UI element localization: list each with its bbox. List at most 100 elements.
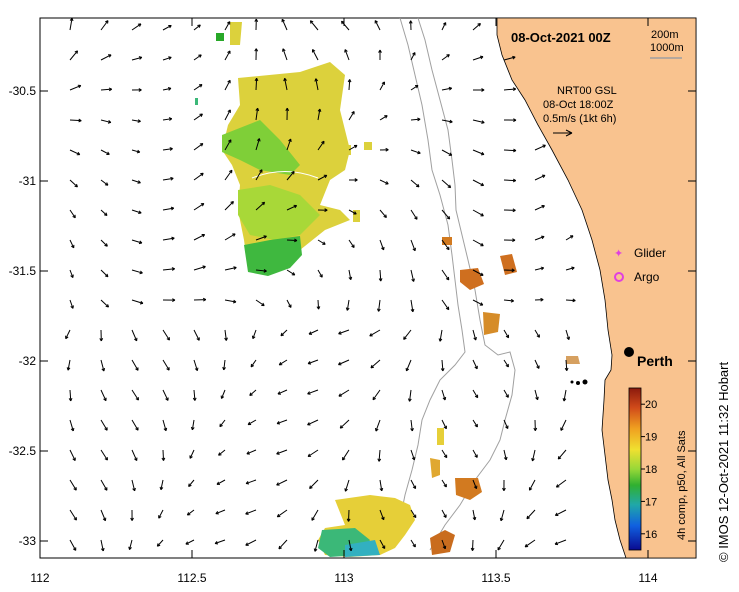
current-vector [370, 359, 381, 369]
current-vector [472, 359, 478, 370]
current-vector [441, 389, 447, 401]
current-vector [348, 539, 353, 552]
current-vector [69, 118, 82, 123]
current-vector [100, 20, 109, 31]
current-vector [378, 269, 383, 282]
current-vector [503, 359, 509, 368]
current-vector [128, 539, 133, 550]
current-vector [69, 149, 81, 156]
current-vector [162, 24, 172, 31]
current-vector [250, 359, 257, 368]
current-vector [472, 239, 484, 247]
current-vector [313, 539, 319, 552]
current-vector [317, 140, 325, 151]
current-vector [66, 359, 71, 371]
current-vector [100, 54, 112, 61]
current-vector [348, 111, 355, 121]
current-vector [410, 269, 415, 282]
current-vector [441, 22, 447, 31]
current-vector [534, 359, 540, 369]
depth-legend-200m: 200m [651, 29, 679, 41]
current-vector [308, 329, 319, 335]
current-vector [286, 204, 298, 211]
current-vector [338, 359, 350, 366]
current-vector [503, 208, 516, 213]
current-vector [189, 449, 195, 459]
current-vector [286, 138, 292, 151]
current-vector [503, 178, 517, 183]
current-vector [185, 539, 195, 545]
current-vector [557, 449, 567, 460]
y-tick-label: -30.5 [9, 84, 37, 98]
credit-label: © IMOS 12-Oct-2021 11:32 Hobart [716, 362, 731, 562]
current-vector [131, 389, 139, 401]
current-vector [100, 209, 108, 216]
current-vector [410, 179, 420, 188]
current-vector [69, 84, 82, 91]
current-vector [131, 299, 144, 305]
current-vector [497, 539, 505, 551]
current-vector [224, 169, 233, 181]
current-vector [69, 239, 75, 249]
current-vector [554, 539, 567, 546]
current-vector [344, 49, 350, 61]
current-vector [410, 509, 417, 519]
current-vector [441, 509, 447, 518]
current-vector [100, 87, 113, 92]
current-vector [472, 329, 477, 341]
current-vector [224, 299, 237, 304]
argo-symbol [614, 272, 624, 282]
current-info-line-1: NRT00 GSL [557, 85, 617, 97]
current-vector [441, 299, 450, 311]
current-vector [342, 449, 350, 461]
current-vector [100, 389, 107, 402]
current-vector [311, 49, 319, 61]
current-vector [161, 449, 166, 461]
current-vector [276, 449, 288, 455]
current-vector [193, 203, 205, 211]
current-vector [162, 117, 173, 121]
current-vector [69, 209, 76, 219]
current-vector [379, 147, 389, 152]
current-vector [131, 149, 141, 154]
current-vectors [65, 17, 576, 552]
current-vector [190, 419, 195, 431]
current-info-line-3: 0.5m/s (1kt 6h) [543, 113, 616, 125]
current-vector [410, 239, 416, 252]
current-vector [158, 509, 164, 519]
current-vector [407, 389, 412, 402]
current-vector [441, 209, 451, 220]
current-vector [534, 389, 539, 401]
current-vector [379, 115, 388, 121]
current-vector [472, 269, 484, 276]
current-vector [307, 419, 319, 426]
current-vector [379, 509, 385, 521]
current-vector [374, 419, 381, 432]
current-vector [438, 329, 443, 342]
current-vector [162, 419, 168, 432]
x-tick-label: 113 [334, 571, 353, 585]
current-vector [162, 87, 172, 91]
current-vector [131, 419, 139, 431]
current-vector [276, 509, 288, 518]
current-vector [441, 479, 447, 488]
current-vector [307, 359, 319, 365]
current-vector [65, 329, 71, 340]
current-vector [68, 389, 73, 402]
current-vector [286, 170, 295, 181]
current-vector [224, 50, 231, 61]
perth-label: Perth [637, 353, 673, 369]
current-vector [534, 297, 544, 302]
current-vector [405, 359, 412, 372]
current-vector [162, 389, 169, 401]
current-vector [281, 18, 288, 31]
current-vector [100, 269, 109, 278]
current-vector [472, 419, 478, 428]
current-vector [338, 389, 350, 397]
current-vector [100, 539, 105, 552]
current-vector [193, 24, 201, 31]
perth-marker [624, 347, 634, 357]
current-vector [162, 329, 170, 341]
current-vector [162, 206, 175, 211]
